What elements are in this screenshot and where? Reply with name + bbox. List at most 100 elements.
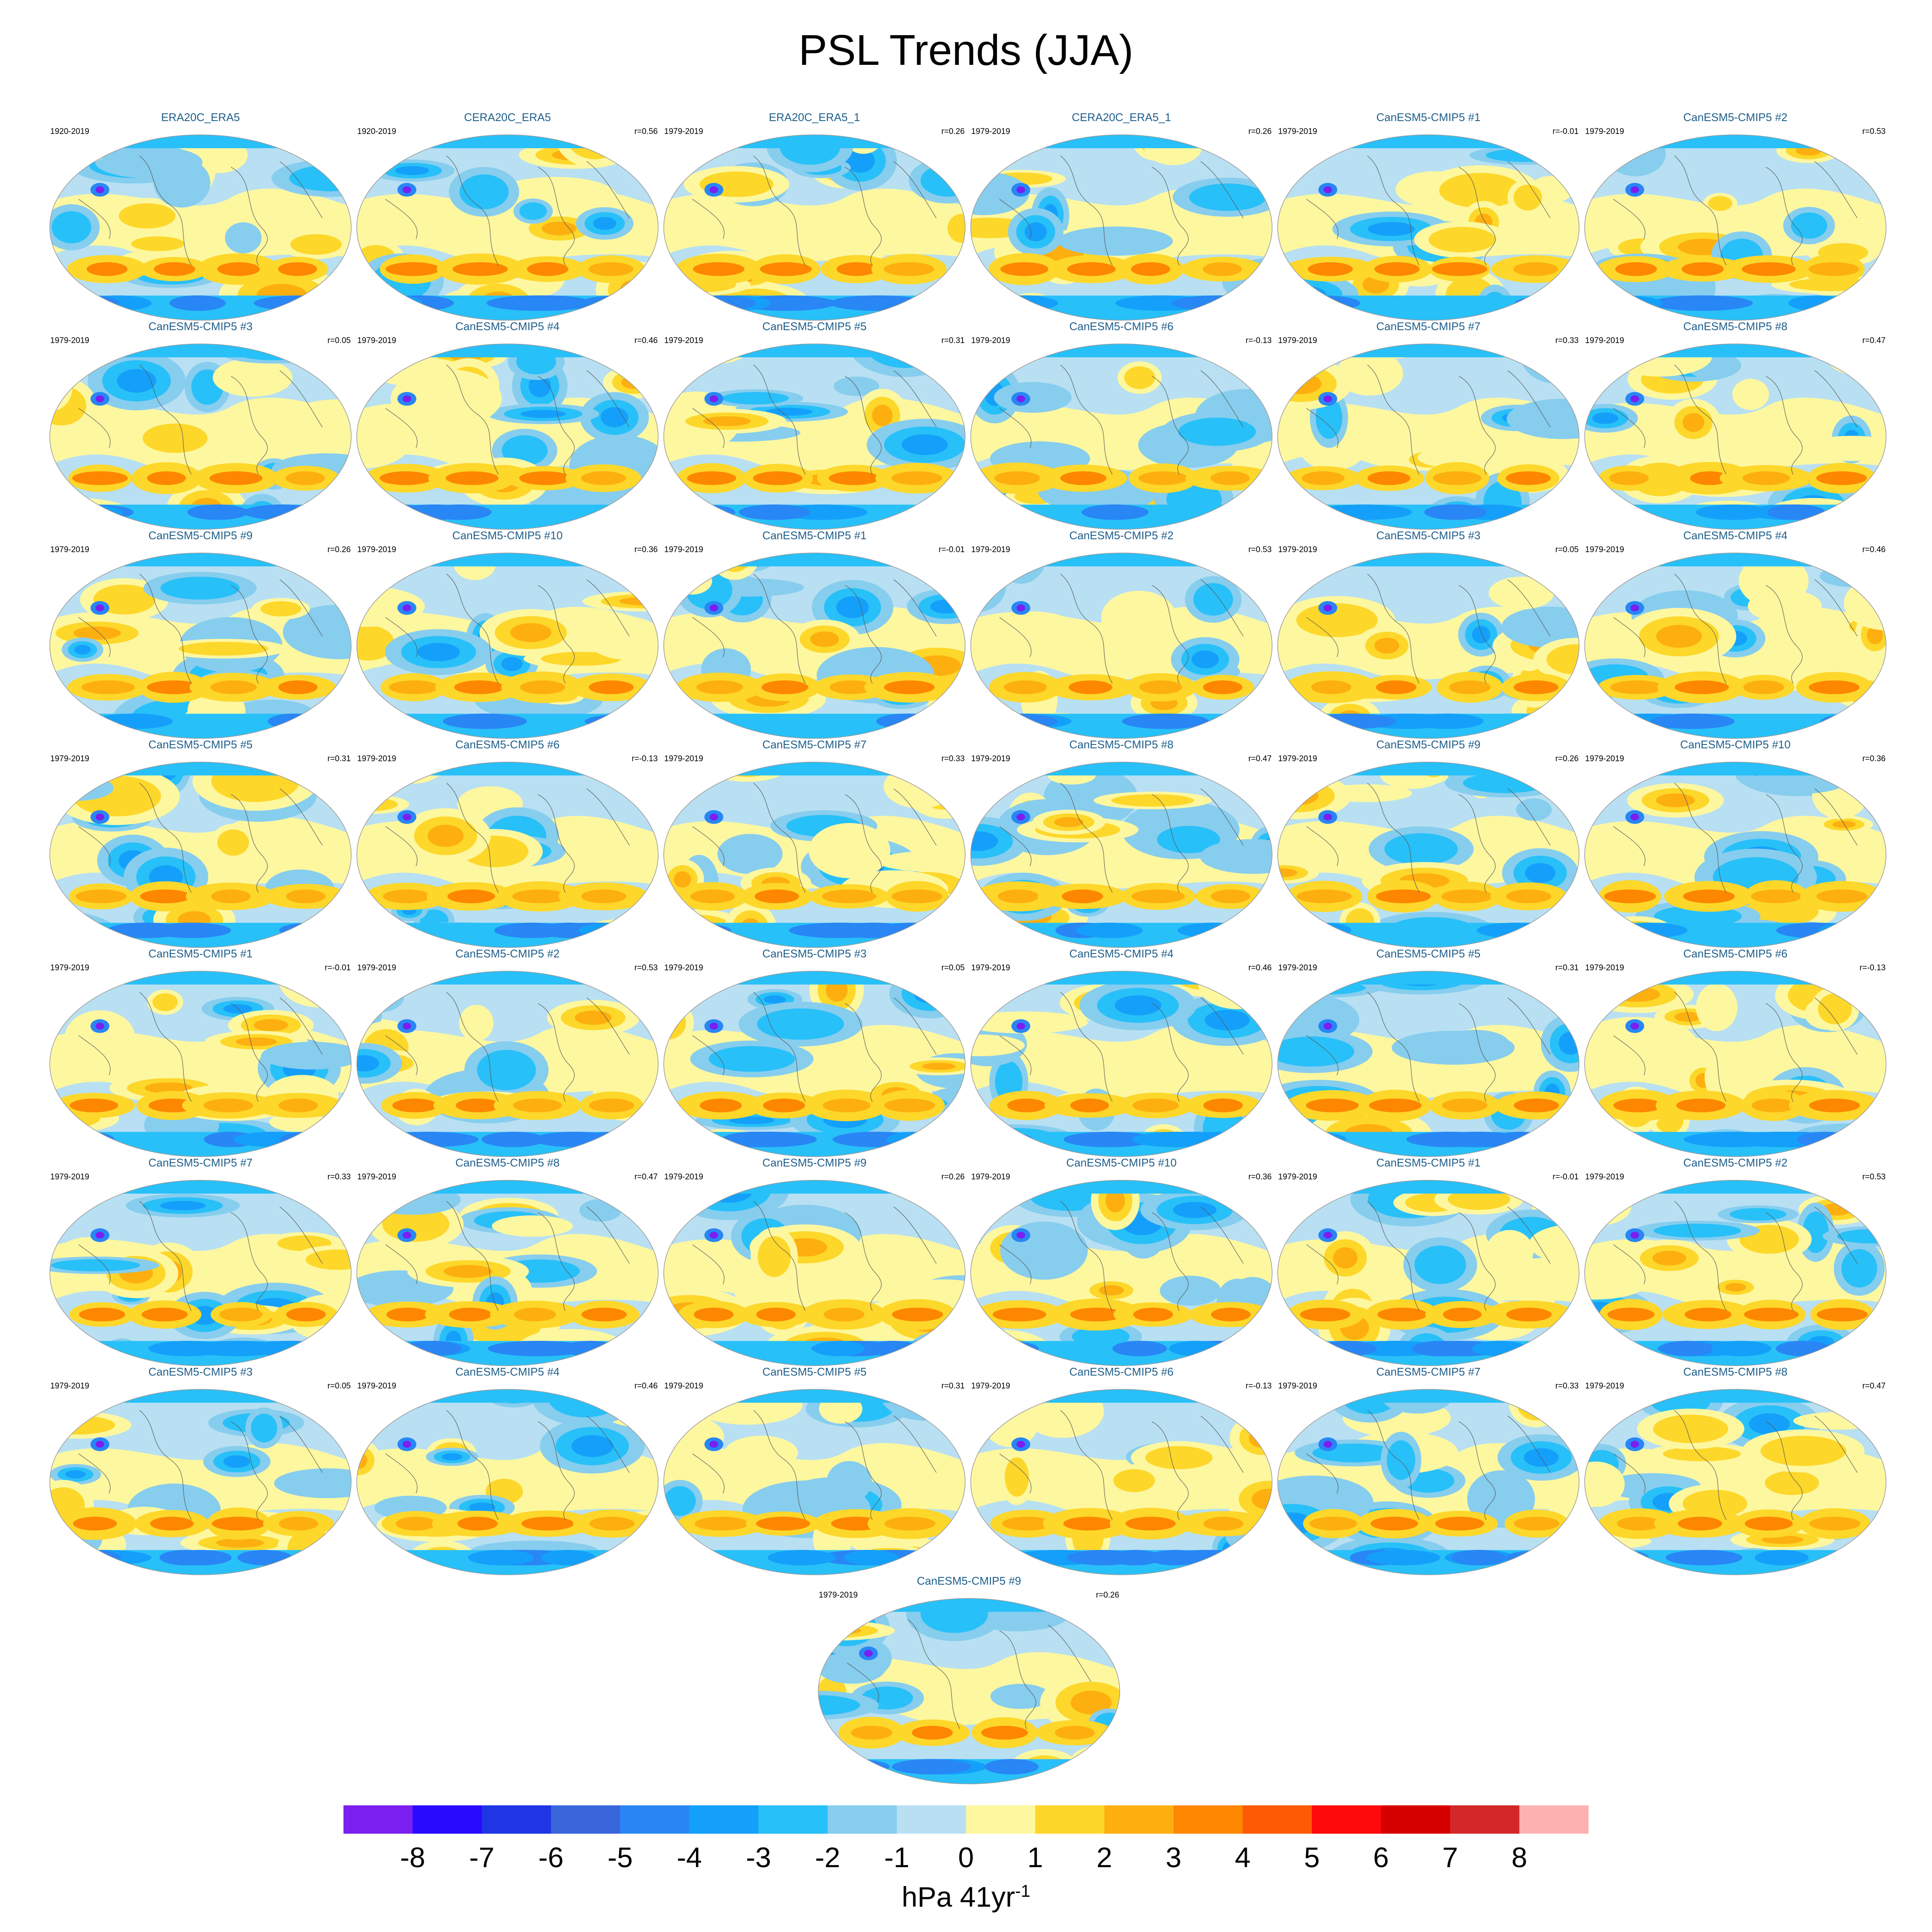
panel-map [356,1389,659,1575]
panel-title: CanESM5-CMIP5 #9 [917,1574,1021,1587]
map-field [1585,344,1886,529]
panel-correlation: r=0.05 [327,336,351,345]
page-title: PSL Trends (JJA) [799,26,1133,74]
panel-title: CanESM5-CMIP5 #5 [762,320,867,333]
panel-correlation: r=0.33 [327,1173,351,1182]
map-panel: CanESM5-CMIP5 #5 1979-2019 r=0.31 [1274,947,1583,1157]
panel-map [356,971,659,1157]
panel-period: 1979-2019 [1278,1173,1317,1182]
panel-map [970,1180,1273,1366]
map-panel: CanESM5-CMIP5 #4 1979-2019 r=0.46 [967,947,1276,1157]
panel-title: CanESM5-CMIP5 #2 [455,947,560,960]
panel-map [1277,1180,1580,1366]
colorbar-tick-label: 6 [1373,1841,1389,1873]
panel-correlation: r=-0.13 [1245,1382,1272,1391]
map-panel: CanESM5-CMIP5 #7 1979-2019 r=0.33 [660,738,969,948]
map-field [1585,971,1886,1157]
colorbar-swatch [1381,1805,1451,1834]
map-field [971,135,1272,320]
panel-period: 1979-2019 [664,336,703,345]
map-panel: CanESM5-CMIP5 #5 1979-2019 r=0.31 [46,738,355,948]
map-field [50,553,351,738]
colorbar-swatch [343,1805,413,1834]
panel-correlation: r=-0.13 [632,754,658,763]
map-panel: CanESM5-CMIP5 #10 1979-2019 r=0.36 [1581,738,1890,948]
map-panel: CanESM5-CMIP5 #3 1979-2019 r=0.05 [1274,529,1583,739]
panel-map [1584,971,1886,1157]
panel-map [663,1389,966,1575]
map-panel: CERA20C_ERA5 1920-2019 r=0.56 [353,111,662,321]
panel-period: 1979-2019 [664,1382,703,1391]
panel-map [970,1389,1273,1575]
panel-map [970,553,1273,739]
panel-map [49,1180,352,1366]
panel-correlation: r=0.31 [327,754,351,763]
panel-title: CanESM5-CMIP5 #5 [1376,947,1481,960]
map-field [357,553,658,738]
panel-correlation: r=0.31 [1555,963,1579,972]
panel-map [356,1180,659,1366]
panel-map [49,1389,352,1575]
map-panel: CanESM5-CMIP5 #8 1979-2019 r=0.47 [1581,320,1890,530]
panel-title: CanESM5-CMIP5 #1 [1376,1156,1481,1169]
panel-period: 1979-2019 [50,1382,89,1391]
panel-title: CanESM5-CMIP5 #7 [148,1156,253,1169]
panel-title: CanESM5-CMIP5 #10 [1680,738,1791,751]
panel-correlation: r=0.53 [1862,127,1886,136]
colorbar-tick-label: 7 [1442,1841,1458,1873]
map-field [50,1389,351,1575]
panel-correlation: r=0.33 [1555,1382,1579,1391]
map-field [1585,1180,1886,1366]
colorbar-tick-label: 3 [1166,1841,1182,1873]
panel-period: 1979-2019 [1585,545,1624,554]
colorbar: -8 -7 -6 -5 -4 -3 -2 -1 0 1 2 3 4 5 6 7 8 [343,1805,1589,1873]
map-panel: ERA20C_ERA5_1 1979-2019 r=0.26 [660,111,969,321]
map-field [971,1389,1272,1575]
colorbar-tick-label: 2 [1097,1841,1112,1873]
map-field [1278,553,1579,738]
map-panel: CanESM5-CMIP5 #7 1979-2019 r=0.33 [46,1156,355,1367]
panel-title: CanESM5-CMIP5 #2 [1683,111,1788,124]
map-field [664,971,965,1157]
panel-title: CanESM5-CMIP5 #4 [455,320,560,333]
panel-period: 1979-2019 [1585,963,1624,972]
panel-correlation: r=0.05 [941,963,965,972]
map-field [664,762,965,948]
panel-map [49,343,352,530]
panel-period: 1979-2019 [664,545,703,554]
panel-correlation: r=0.47 [634,1173,658,1182]
map-panel: CanESM5-CMIP5 #9 1979-2019 r=0.26 [660,1156,969,1367]
panel-correlation: r=0.26 [1555,754,1579,763]
panel-title: CanESM5-CMIP5 #6 [1069,1365,1174,1378]
colorbar-swatch [620,1805,690,1834]
map-panel: CanESM5-CMIP5 #6 1979-2019 r=-0.13 [1581,947,1890,1157]
map-field [1278,1180,1579,1366]
panel-period: 1979-2019 [357,1173,396,1182]
panel-period: 1979-2019 [664,963,703,972]
panel-correlation: r=-0.01 [325,963,351,972]
panel-title: CanESM5-CMIP5 #4 [1069,947,1174,960]
panel-correlation: r=0.26 [941,1173,965,1182]
panel-period: 1979-2019 [50,336,89,345]
map-field [50,344,351,529]
map-panel: CanESM5-CMIP5 #6 1979-2019 r=-0.13 [967,320,1276,530]
panel-map [1277,134,1580,321]
colorbar-swatch [1519,1805,1589,1834]
panel-map [1584,553,1886,739]
colorbar-units-text: hPa 41yr [902,1881,1015,1913]
colorbar-tick-label: -4 [677,1841,702,1873]
panel-period: 1979-2019 [664,127,703,136]
map-field [971,762,1272,948]
panel-title: CanESM5-CMIP5 #6 [1069,320,1174,333]
map-panel: CanESM5-CMIP5 #7 1979-2019 r=0.33 [1274,320,1583,530]
panel-period: 1979-2019 [1585,1173,1624,1182]
panel-correlation: r=0.47 [1862,1382,1886,1391]
panel-map [1277,971,1580,1157]
map-field [664,344,965,529]
panel-map [1277,343,1580,530]
panel-title: CanESM5-CMIP5 #9 [148,529,253,542]
panel-correlation: r=0.26 [1248,127,1272,136]
panel-map [663,762,966,948]
panel-title: CanESM5-CMIP5 #3 [148,320,253,333]
panel-map [663,553,966,739]
